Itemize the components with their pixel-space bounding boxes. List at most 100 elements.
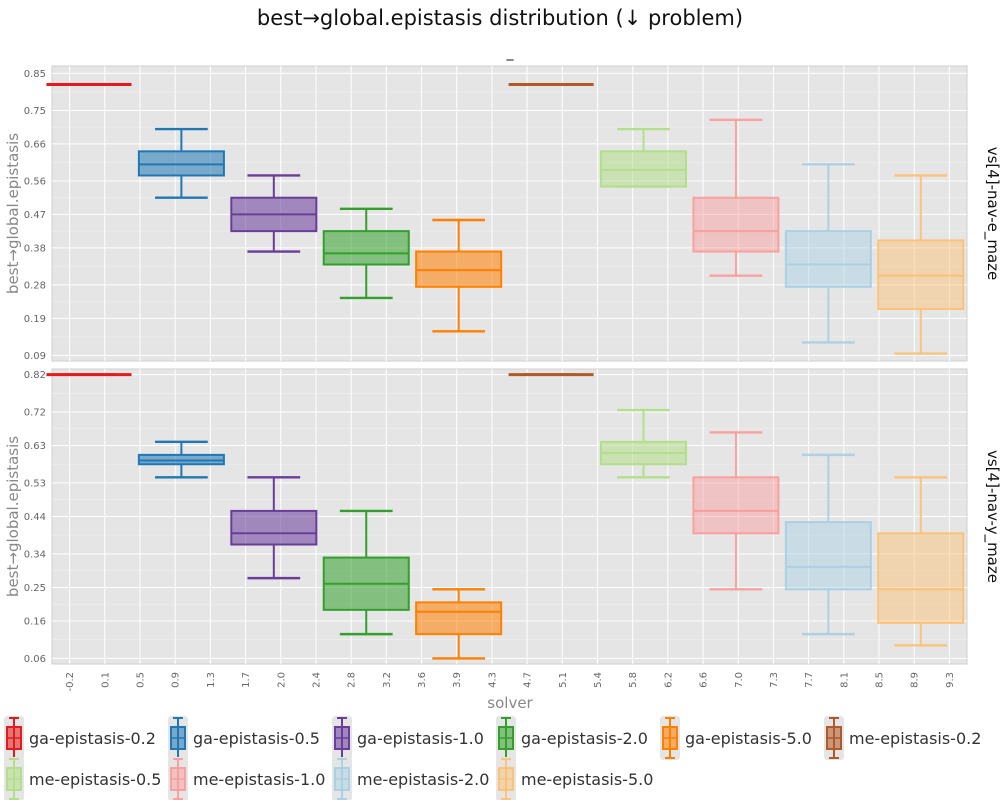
x-tick-label: 3.6 xyxy=(417,672,428,688)
x-tick-label: 2.0 xyxy=(276,672,287,688)
iqr-box xyxy=(692,476,780,535)
y-tick-label: 0.16 xyxy=(24,617,46,628)
y-tick-label: 0.28 xyxy=(24,280,46,291)
legend-item-ga-epistasis-0.5[interactable]: ga-epistasis-0.5 xyxy=(168,716,320,760)
facet-label: vs[4]-nav-y_maze xyxy=(983,450,1000,583)
box-me-epistasis-5.0[interactable] xyxy=(877,174,965,355)
x-tick-label: 5.4 xyxy=(593,672,604,688)
y-tick-label: 0.72 xyxy=(24,407,46,418)
x-tick-label: 8.5 xyxy=(875,672,886,688)
x-tick-label: 2.4 xyxy=(311,672,322,688)
box-ga-epistasis-2.0[interactable] xyxy=(322,509,410,636)
facet-label: vs[4]-nav-e_maze xyxy=(983,147,1000,281)
iqr-box xyxy=(784,521,872,591)
box-me-epistasis-1.0[interactable] xyxy=(692,118,780,277)
x-tick-label: 6.6 xyxy=(699,672,710,688)
legend-label: me-epistasis-0.2 xyxy=(849,729,981,748)
chart-title: best→global.epistasis distribution (↓ pr… xyxy=(257,6,743,30)
chart-subtitle: _ xyxy=(506,45,515,61)
y-tick-label: 0.66 xyxy=(24,139,46,150)
x-tick-labels: -0.2 0.1 0.5 0.9 1.3 1.7 2.0 2.4 2.8 3.2 3.6 3.9 4.3… xyxy=(65,672,956,692)
x-tick-label: 3.9 xyxy=(452,672,463,688)
legend-item-me-epistasis-5.0[interactable]: me-epistasis-5.0 xyxy=(496,757,653,800)
x-tick-label: -0.2 xyxy=(65,672,76,692)
legend-label: me-epistasis-2.0 xyxy=(357,770,489,789)
legend: ga-epistasis-0.2 ga-epistasis-0.5 ga-epist… xyxy=(4,716,981,800)
x-tick-label: 0.5 xyxy=(135,672,146,688)
x-tick-label: 4.7 xyxy=(523,672,534,688)
y-tick-label: 0.44 xyxy=(24,512,46,523)
y-tick-label: 0.85 xyxy=(24,69,46,80)
x-tick-label: 7.7 xyxy=(804,672,815,688)
box-me-epistasis-0.5[interactable] xyxy=(600,127,688,188)
x-tick-label: 5.8 xyxy=(628,672,639,688)
box-me-epistasis-0.5[interactable] xyxy=(600,408,688,479)
legend-item-me-epistasis-0.2[interactable]: me-epistasis-0.2 xyxy=(824,716,981,760)
x-tick-label: 3.2 xyxy=(382,672,393,688)
x-tick-label: 4.3 xyxy=(487,672,498,688)
legend-item-me-epistasis-2.0[interactable]: me-epistasis-2.0 xyxy=(332,757,489,800)
facets-group: 0.09 0.19 0.28 0.38 0.47 0.56 0.66 0.75 0.85 vs[4… xyxy=(4,65,1000,692)
legend-label: ga-epistasis-1.0 xyxy=(357,729,484,748)
x-tick-label: 1.7 xyxy=(241,672,252,688)
y-tick-label: 0.19 xyxy=(24,314,46,325)
box-me-epistasis-5.0[interactable] xyxy=(877,476,965,647)
x-tick-label: 0.9 xyxy=(171,672,182,688)
iqr-box xyxy=(415,601,503,636)
iqr-box xyxy=(322,230,410,266)
legend-label: ga-epistasis-0.2 xyxy=(29,729,156,748)
legend-item-ga-epistasis-1.0[interactable]: ga-epistasis-1.0 xyxy=(332,716,484,760)
y-tick-label: 0.63 xyxy=(24,441,46,452)
x-tick-label: 2.8 xyxy=(347,672,358,688)
x-tick-label: 6.2 xyxy=(663,672,674,688)
y-tick-label: 0.25 xyxy=(24,583,46,594)
facet-panel: 0.06 0.16 0.25 0.34 0.44 0.53 0.63 0.72 0.82 vs[4… xyxy=(4,368,1000,665)
box-ga-epistasis-2.0[interactable] xyxy=(322,207,410,300)
box-me-epistasis-2.0[interactable] xyxy=(784,163,872,344)
facet-panel: 0.09 0.19 0.28 0.38 0.47 0.56 0.66 0.75 0.85 vs[4… xyxy=(4,65,1000,362)
x-tick-label: 8.1 xyxy=(839,672,850,688)
legend-item-me-epistasis-1.0[interactable]: me-epistasis-1.0 xyxy=(168,757,325,800)
y-axis-title: best→global.epistasis xyxy=(4,133,22,294)
legend-label: me-epistasis-5.0 xyxy=(521,770,653,789)
box-me-epistasis-2.0[interactable] xyxy=(784,453,872,636)
x-tick-label: 8.9 xyxy=(910,672,921,688)
y-tick-label: 0.53 xyxy=(24,478,46,489)
x-tick-label: 7.0 xyxy=(734,672,745,688)
legend-item-me-epistasis-0.5[interactable]: me-epistasis-0.5 xyxy=(4,757,161,800)
legend-item-ga-epistasis-0.2[interactable]: ga-epistasis-0.2 xyxy=(4,716,156,760)
box-ga-epistasis-1.0[interactable] xyxy=(230,174,318,253)
box-ga-epistasis-0.5[interactable] xyxy=(137,440,225,479)
iqr-box xyxy=(230,509,318,546)
x-tick-label: 0.1 xyxy=(100,672,111,688)
y-tick-label: 0.34 xyxy=(24,549,46,560)
x-axis-title: solver xyxy=(487,694,533,712)
y-tick-label: 0.06 xyxy=(24,654,46,665)
y-tick-label: 0.38 xyxy=(24,243,46,254)
iqr-box xyxy=(692,196,780,253)
box-ga-epistasis-0.5[interactable] xyxy=(137,127,225,199)
x-tick-label: 9.3 xyxy=(945,672,956,688)
y-tick-label: 0.82 xyxy=(24,370,46,381)
x-tick-label: 7.3 xyxy=(769,672,780,688)
legend-label: ga-epistasis-0.5 xyxy=(193,729,320,748)
box-ga-epistasis-1.0[interactable] xyxy=(230,476,318,580)
legend-label: me-epistasis-0.5 xyxy=(29,770,161,789)
y-tick-label: 0.47 xyxy=(24,210,46,221)
box-me-epistasis-1.0[interactable] xyxy=(692,431,780,591)
y-axis-title: best→global.epistasis xyxy=(4,436,22,597)
legend-item-ga-epistasis-5.0[interactable]: ga-epistasis-5.0 xyxy=(660,716,812,760)
iqr-box xyxy=(784,230,872,288)
x-tick-label: 1.3 xyxy=(206,672,217,688)
x-tick-label: 5.1 xyxy=(558,672,569,688)
plot-background xyxy=(51,65,968,362)
y-tick-label: 0.75 xyxy=(24,106,46,117)
y-tick-label: 0.09 xyxy=(24,351,46,362)
legend-item-ga-epistasis-2.0[interactable]: ga-epistasis-2.0 xyxy=(496,716,648,760)
iqr-box xyxy=(877,532,965,624)
box-ga-epistasis-5.0[interactable] xyxy=(415,218,503,333)
legend-label: ga-epistasis-2.0 xyxy=(521,729,648,748)
legend-label: ga-epistasis-5.0 xyxy=(685,729,812,748)
box-ga-epistasis-5.0[interactable] xyxy=(415,588,503,660)
